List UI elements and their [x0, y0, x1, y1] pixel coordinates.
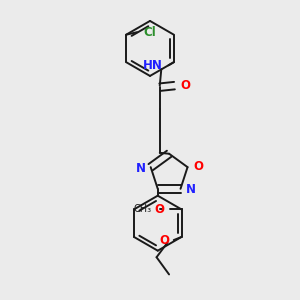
Text: Cl: Cl: [143, 26, 156, 39]
Text: O: O: [193, 160, 203, 173]
Text: O: O: [154, 203, 164, 216]
Text: O: O: [159, 233, 169, 247]
Text: HN: HN: [143, 59, 163, 72]
Text: O: O: [180, 79, 190, 92]
Text: N: N: [185, 183, 196, 196]
Text: CH₃: CH₃: [134, 204, 152, 214]
Text: N: N: [136, 162, 146, 175]
